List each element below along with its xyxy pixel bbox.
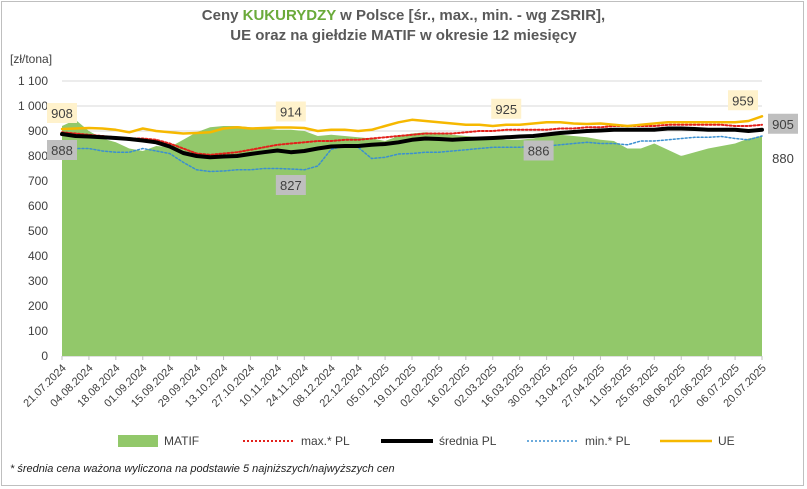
data-label-avg-36: 886 [523,140,554,161]
data-label-box [275,101,306,122]
y-tick-label: 400 [28,249,48,263]
legend-label: max.* PL [301,434,350,448]
legend-item-avg: średnia PL [381,434,497,448]
data-label-text: 925 [495,102,517,117]
series-avg-line [60,126,764,160]
data-label-box [768,148,798,168]
data-label-box [523,140,554,161]
legend-item-max: max.* PL [243,434,350,448]
y-tick-label: 900 [28,124,48,138]
data-label-text: 827 [280,178,302,193]
series-min-line [61,135,763,173]
title-line-1: Ceny KUKURYDZY w Polsce [śr., max., min.… [0,6,807,26]
title-highlight: KUKURYDZY [242,7,336,24]
data-label-box [47,103,77,123]
data-label-ue-33: 925 [491,98,522,119]
data-label-min-17: 827 [275,175,306,195]
y-tick-label: 300 [28,274,48,288]
data-label-text: 888 [51,143,73,158]
y-axis-label: [zł/tona] [10,52,53,66]
series-max-line [61,123,763,156]
title-suffix: w Polsce [śr., max., min. - wg ZSRIR], [335,7,606,24]
data-label-text: 880 [772,151,794,166]
legend-item-min: min.* PL [527,434,631,448]
y-tick-label: 100 [28,324,48,338]
legend-label: UE [718,434,735,448]
chart-title: Ceny KUKURYDZY w Polsce [śr., max., min.… [0,6,807,46]
data-label-avg-0: 888 [47,140,77,160]
y-tick-label: 0 [41,349,48,363]
data-label-ue-0: 908 [47,103,77,123]
y-tick-label: 500 [28,224,48,238]
series-matif-area [62,119,762,356]
legend-swatch [118,435,158,447]
data-label-box [275,175,306,195]
footnote: * średnia cena ważona wyliczona na podst… [10,463,395,475]
legend-item-ue: UE [660,434,735,448]
legend-label: średnia PL [439,434,497,448]
data-label-avg-52: 905 [768,113,798,134]
legend-item-matif: MATIF [118,434,199,448]
data-label-text: 905 [772,117,794,132]
data-label-box [47,140,77,160]
legend-label: MATIF [164,434,199,448]
data-label-box [728,90,758,111]
data-label-matif-52: 880 [768,148,798,168]
y-tick-label: 600 [28,199,48,213]
y-tick-label: 800 [28,149,48,163]
data-label-text: 959 [732,93,754,108]
title-line-2: UE oraz na giełdzie MATIF w okresie 12 m… [230,27,577,44]
data-label-text: 914 [280,105,302,120]
data-label-ue-52: 959 [728,90,758,111]
series-ue-line [60,115,764,135]
data-label-box [768,113,798,134]
y-tick-label: 1 100 [18,74,48,88]
data-label-box [491,98,522,119]
y-tick-label: 700 [28,174,48,188]
legend-label: min.* PL [585,434,631,448]
data-label-text: 886 [528,144,550,159]
y-tick-label: 200 [28,299,48,313]
data-label-text: 908 [51,106,73,121]
y-tick-label: 1 000 [18,99,48,113]
title-prefix: Ceny [201,7,243,24]
data-label-ue-17: 914 [275,101,306,122]
